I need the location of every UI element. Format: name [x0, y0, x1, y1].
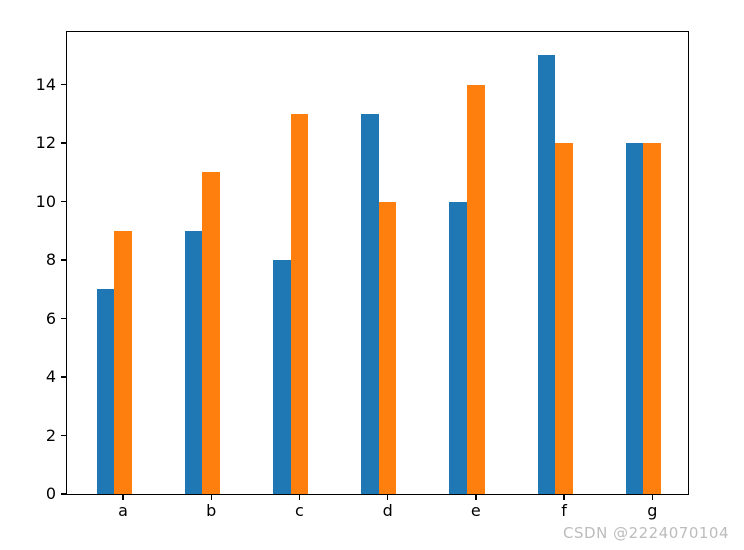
y-tick-mark-12: [61, 142, 66, 144]
x-tick-mark-d: [386, 495, 389, 500]
y-tick-mark-10: [61, 200, 66, 203]
y-tick-mark-0: [61, 493, 66, 495]
x-tick-mark-f: [563, 495, 565, 500]
bar-series-2-orange-a: [114, 230, 132, 494]
x-tick-label-g: g: [647, 501, 658, 520]
bar-series-1-blue-g: [625, 143, 644, 494]
x-tick-mark-a: [122, 495, 124, 500]
bar-series-1-blue-c: [272, 260, 291, 494]
bar-series-1-blue-e: [449, 201, 468, 494]
y-tick-label-8: 8: [45, 250, 56, 270]
plot-area: [67, 32, 688, 494]
y-tick-mark-4: [61, 376, 66, 378]
y-tick-mark-6: [61, 317, 66, 320]
bar-series-2-orange-c: [290, 113, 309, 494]
watermark-text: CSDN @2224070104: [563, 524, 729, 542]
plot-border: [66, 31, 689, 495]
x-tick-label-b: b: [206, 501, 217, 520]
bar-series-1-blue-b: [184, 230, 203, 494]
bar-series-1-blue-d: [361, 113, 379, 494]
y-tick-label-6: 6: [45, 308, 56, 328]
y-tick-label-2: 2: [45, 425, 56, 445]
x-tick-mark-b: [210, 495, 212, 500]
x-tick-label-c: c: [295, 501, 304, 520]
x-tick-label-a: a: [118, 501, 128, 520]
x-tick-label-f: f: [561, 501, 567, 520]
x-tick-mark-e: [475, 495, 477, 500]
y-tick-label-10: 10: [35, 191, 56, 211]
y-tick-mark-2: [61, 434, 66, 437]
bar-series-2-orange-f: [555, 143, 573, 494]
bar-series-2-orange-g: [643, 143, 662, 494]
y-tick-label-12: 12: [35, 133, 56, 153]
x-tick-label-d: d: [382, 501, 393, 520]
x-tick-mark-g: [651, 495, 653, 500]
y-tick-mark-8: [61, 259, 66, 261]
bar-series-2-orange-b: [202, 172, 221, 494]
bar-series-2-orange-d: [378, 201, 397, 494]
y-tick-label-14: 14: [35, 74, 56, 94]
bar-series-1-blue-f: [537, 55, 556, 494]
y-tick-label-4: 4: [45, 367, 56, 387]
bar-series-2-orange-e: [467, 84, 485, 494]
bar-series-1-blue-a: [96, 289, 115, 494]
y-tick-mark-14: [61, 83, 66, 86]
x-tick-label-e: e: [470, 501, 481, 520]
x-tick-mark-c: [298, 495, 301, 500]
y-tick-label-0: 0: [45, 484, 56, 503]
